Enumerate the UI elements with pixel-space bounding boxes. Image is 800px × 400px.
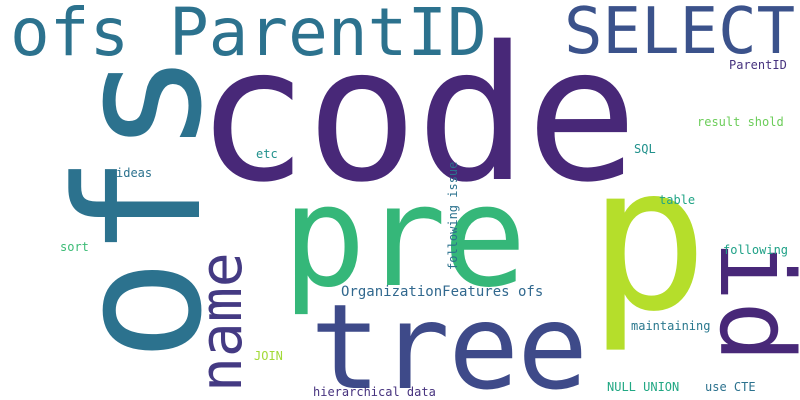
word-join: JOIN: [254, 349, 283, 363]
word-organization-features-ofs: OrganizationFeatures ofs: [341, 284, 544, 300]
word-following-issue: following issue: [446, 161, 460, 270]
word-null-union: NULL UNION: [607, 380, 680, 394]
word-name: name: [187, 252, 255, 392]
word-sort: sort: [60, 240, 89, 254]
word-etc: etc: [256, 147, 278, 161]
word-pre: pre: [282, 156, 527, 319]
word-result-shold: result shold: [697, 115, 784, 129]
word-id: id: [696, 240, 800, 363]
word-p: p: [588, 123, 709, 356]
word-following: following: [723, 243, 789, 257]
word-ideas: ideas: [116, 166, 153, 180]
word-maintaining: maintaining: [631, 319, 711, 333]
word-use-cte: use CTE: [705, 380, 756, 394]
word-tree: tree: [310, 278, 588, 400]
word-sql: SQL: [634, 142, 656, 156]
word-hierarchical-data: hierarchical data: [313, 385, 436, 399]
word-parentid: ParentID: [729, 58, 787, 72]
word-code: code: [196, 6, 638, 223]
word-table: table: [659, 193, 696, 207]
word-select: SELECT: [564, 0, 796, 69]
word-ofs-parentid: ofs ParentID: [10, 0, 487, 71]
